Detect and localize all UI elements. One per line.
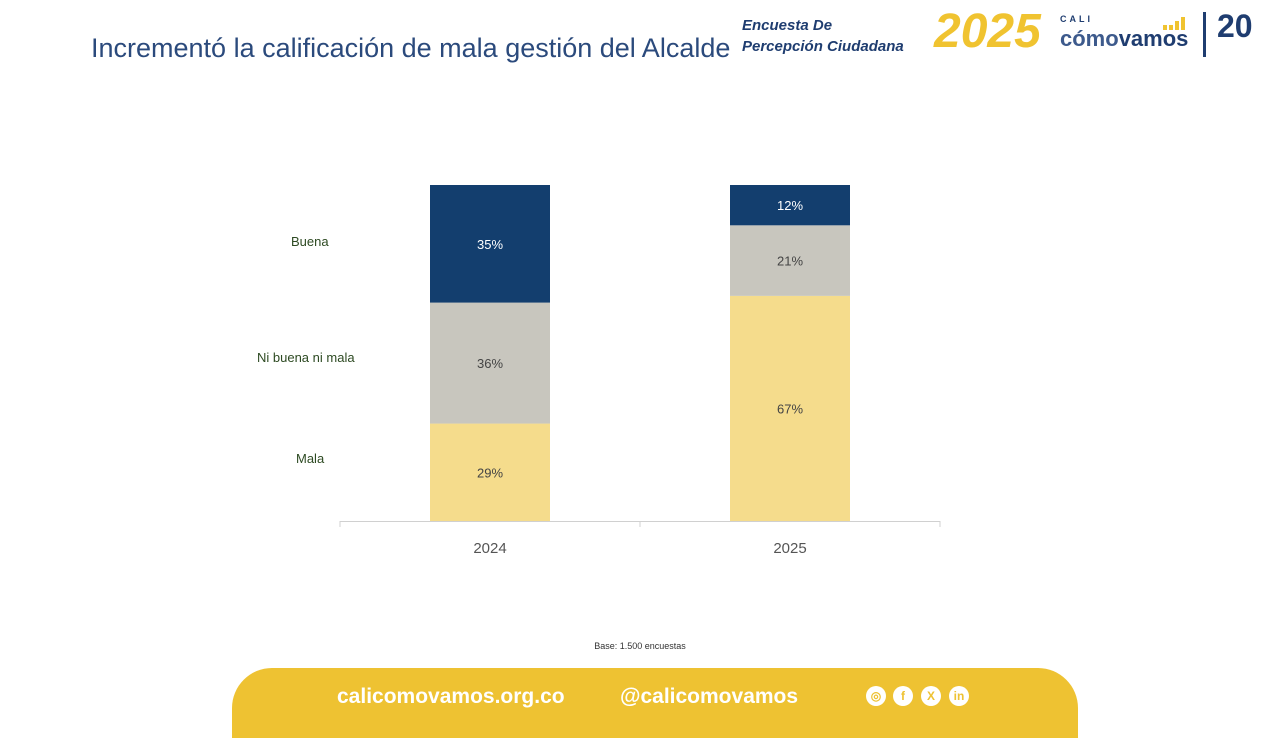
logo-divider [1203, 12, 1206, 57]
bar-segment-2025 [730, 225, 850, 296]
signal-bars-icon [1163, 12, 1187, 30]
bar-segment-2024 [430, 302, 550, 424]
x-tick-label: 2024 [473, 540, 506, 557]
social-handle[interactable]: @calicomovamos [620, 685, 799, 708]
stacked-bar-chart: 29% 36% 35% 2024 67% 21% 12% 2025 [339, 185, 941, 557]
data-label: 35% [477, 237, 503, 252]
data-label: 29% [477, 465, 503, 480]
base-note: Base: 1.500 encuestas [594, 641, 686, 651]
x-icon[interactable]: X [921, 686, 941, 706]
website-link[interactable]: calicomovamos.org.co [337, 685, 565, 708]
legend-label-ni-buena-ni-mala: Ni buena ni mala [257, 350, 355, 365]
footer-bar: calicomovamos.org.co @calicomovamos ◎ f … [232, 668, 1078, 738]
data-label: 21% [777, 254, 803, 269]
bar-segment-2024 [430, 423, 550, 521]
logo-line2: Percepción Ciudadana [742, 38, 904, 55]
data-label: 67% [777, 401, 803, 416]
linkedin-icon[interactable]: in [949, 686, 969, 706]
bar-segment-2025 [730, 295, 850, 521]
logo-year: 2025 [934, 5, 1041, 58]
instagram-icon[interactable]: ◎ [866, 686, 886, 706]
data-label: 36% [477, 356, 503, 371]
calicomovamos-logo: CALI cómovamos [1060, 14, 1188, 52]
facebook-icon[interactable]: f [893, 686, 913, 706]
logo-como: cómo [1060, 26, 1119, 51]
bar-segment-2025 [730, 185, 850, 226]
legend-label-buena: Buena [291, 234, 329, 249]
x-tick-label: 2025 [773, 540, 806, 557]
logo-line1: Encuesta De [742, 17, 833, 34]
survey-logo: 2025 Encuesta De Percepción Ciudadana [742, 5, 1052, 60]
page-title: Incrementó la calificación de mala gesti… [91, 33, 731, 63]
bar-segment-2024 [430, 185, 550, 303]
logo-vamos: vamos [1118, 26, 1189, 51]
legend-label-mala: Mala [296, 451, 325, 466]
data-label: 12% [777, 198, 803, 213]
anniversary-logo: 20 [1217, 8, 1253, 44]
logo-cali: CALI [1060, 14, 1093, 24]
